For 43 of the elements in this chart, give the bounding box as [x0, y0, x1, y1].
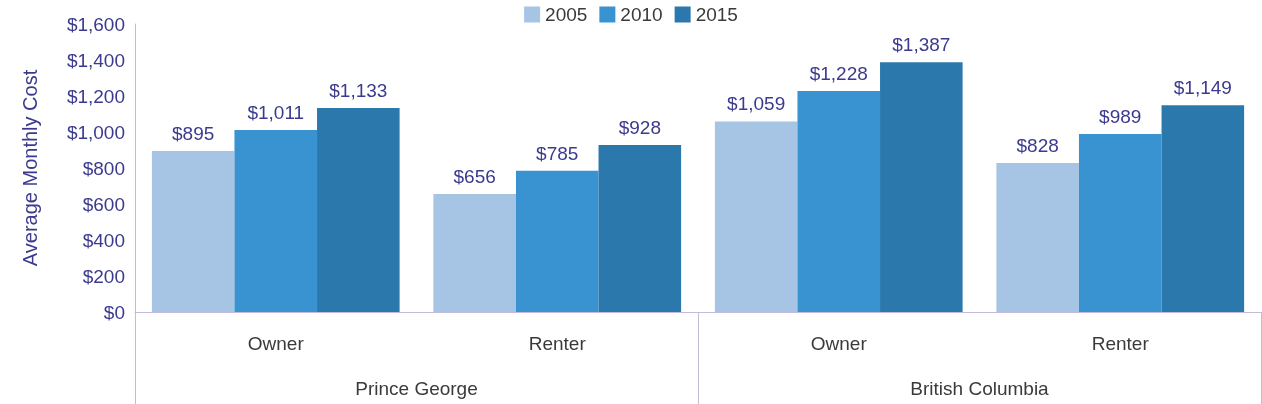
bar — [234, 130, 318, 312]
data-label: $1,149 — [1173, 77, 1232, 99]
y-tick-label: $1,400 — [66, 49, 125, 71]
data-label: $1,059 — [727, 93, 786, 115]
bar — [598, 144, 682, 312]
data-label: $895 — [172, 122, 215, 144]
bar — [151, 150, 235, 312]
bar — [433, 193, 516, 312]
x-tick-label: Owner — [810, 333, 868, 354]
y-tick-label: $1,200 — [66, 85, 125, 107]
x-tick-label: Owner — [247, 333, 305, 354]
y-tick-label: $0 — [103, 301, 125, 323]
data-label: $1,228 — [809, 62, 868, 84]
legend-label: 2005 — [545, 4, 588, 25]
bar — [1078, 133, 1162, 312]
data-label: $828 — [1016, 134, 1059, 156]
text: Prince George — [355, 378, 478, 399]
bar — [515, 170, 599, 312]
y-tick-label: $200 — [82, 265, 125, 287]
y-tick-label: $1,600 — [66, 13, 125, 35]
data-label: $1,133 — [329, 80, 388, 102]
bar — [880, 62, 963, 312]
legend-label: 2015 — [695, 4, 738, 25]
y-tick-label: $800 — [82, 157, 125, 179]
data-label: $785 — [536, 142, 579, 164]
x-tick-label: Renter — [1091, 333, 1150, 354]
y-axis-title: Average Monthly Cost — [19, 69, 41, 267]
y-tick-label: $1,000 — [66, 121, 125, 143]
bar — [317, 108, 400, 312]
bar — [1161, 105, 1245, 312]
data-label: $656 — [453, 165, 496, 187]
data-label: $1,011 — [247, 102, 305, 124]
bar — [714, 121, 798, 312]
data-label: $989 — [1099, 105, 1142, 127]
data-label: $928 — [618, 116, 661, 138]
text: British Columbia — [910, 378, 1050, 399]
y-tick-label: $400 — [82, 229, 125, 251]
bar — [797, 90, 881, 312]
x-tick-label: Renter — [528, 333, 587, 354]
data-label: $1,387 — [892, 34, 951, 56]
bar — [996, 162, 1079, 312]
y-tick-label: $600 — [82, 193, 125, 215]
legend-label: 2010 — [620, 4, 663, 25]
